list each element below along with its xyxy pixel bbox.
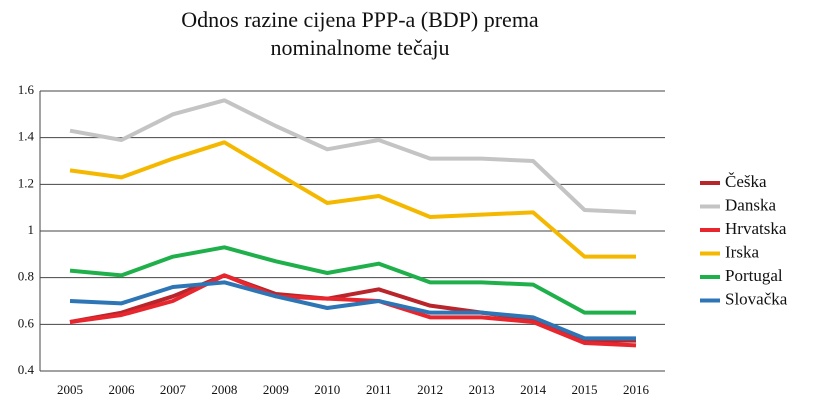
- series-line: [69, 98, 637, 215]
- x-tick-label: 2011: [366, 382, 392, 397]
- y-tick-label: 0.4: [18, 362, 35, 377]
- x-tick-label: 2012: [417, 382, 443, 397]
- x-tick-label: 2006: [108, 382, 135, 397]
- x-tick-label: 2007: [160, 382, 187, 397]
- x-tick-label: 2013: [469, 382, 495, 397]
- legend-label: Portugal: [725, 266, 783, 285]
- x-tick-label: 2010: [314, 382, 340, 397]
- legend-label: Danska: [725, 195, 776, 214]
- y-tick-label: 1.2: [18, 175, 34, 190]
- legend-label: Irska: [725, 242, 759, 261]
- legend-label: Češka: [725, 172, 767, 191]
- x-tick-label: 2009: [263, 382, 289, 397]
- legend-label: Hrvatska: [725, 219, 787, 238]
- y-tick-label: 0.8: [18, 269, 34, 284]
- y-tick-label: 1.4: [18, 129, 35, 144]
- chart-title: Odnos razine cijena PPP-a (BDP) prema no…: [181, 7, 539, 60]
- series-line: [69, 245, 636, 315]
- y-tick-label: 0.6: [18, 315, 35, 330]
- y-tick-label: 1.6: [18, 82, 35, 97]
- series-line: [69, 273, 636, 343]
- series-line: [69, 280, 636, 341]
- x-tick-label: 2014: [520, 382, 547, 397]
- series-line: [69, 140, 636, 259]
- series-line: [69, 273, 637, 348]
- y-tick-label: 1: [28, 222, 35, 237]
- x-tick-label: 2015: [572, 382, 598, 397]
- legend-label: Slovačka: [725, 289, 788, 308]
- x-tick-label: 2005: [57, 382, 83, 397]
- x-tick-label: 2008: [211, 382, 237, 397]
- x-tick-label: 2016: [623, 382, 650, 397]
